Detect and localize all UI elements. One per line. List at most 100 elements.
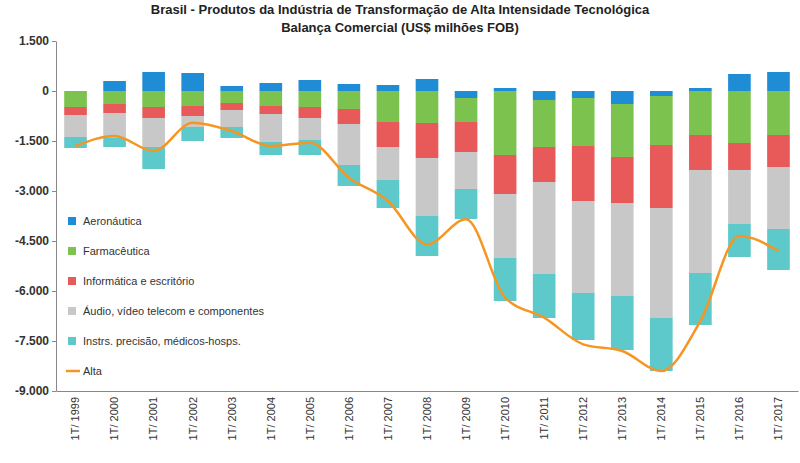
tick-label: -1.500 <box>15 134 49 148</box>
bar <box>689 88 712 91</box>
tick: -4.500 <box>15 234 56 248</box>
legend-swatch <box>68 247 76 255</box>
bar <box>611 203 634 296</box>
subtitle: Balança Comercial (US$ milhões FOB) <box>281 20 519 35</box>
bar <box>533 91 556 100</box>
bar <box>767 91 790 135</box>
tick-label: -7.500 <box>15 334 49 348</box>
bar <box>299 80 322 91</box>
bar <box>259 106 282 114</box>
tick-mark <box>52 91 56 92</box>
bar <box>338 124 361 165</box>
bar <box>455 152 478 189</box>
bar <box>299 91 322 107</box>
tick: -1.500 <box>15 134 56 148</box>
tick-label: 0 <box>42 84 49 98</box>
bar <box>728 91 751 143</box>
bar <box>689 170 712 273</box>
tick-label: -3.000 <box>15 184 49 198</box>
bar <box>767 229 790 270</box>
bar <box>181 106 204 116</box>
bar <box>572 146 595 201</box>
bar <box>689 91 712 135</box>
bar <box>494 91 517 155</box>
legend-item: Alta <box>66 365 103 377</box>
title: Brasil - Produtos da Indústria de Transf… <box>151 2 650 17</box>
bar <box>572 91 595 98</box>
tick-label: 1T/ 2001 <box>147 397 159 440</box>
legend-item: Farmacêutica <box>68 245 151 257</box>
legend-label: Farmacêutica <box>83 245 151 257</box>
bar <box>299 118 322 140</box>
legend-item: Instrs. precisão, médicos-hosps. <box>68 335 241 347</box>
bar <box>455 122 478 152</box>
bar <box>455 189 478 219</box>
tick-label: 1T/ 1999 <box>69 397 81 440</box>
tick-label: 1T/ 2014 <box>655 397 667 440</box>
bar <box>728 74 751 91</box>
bar <box>572 293 595 340</box>
tick: 1.500 <box>19 34 56 48</box>
tick-mark <box>52 41 56 42</box>
bar <box>142 118 165 147</box>
bar <box>650 208 673 318</box>
tick-label: 1T/ 2004 <box>265 397 277 440</box>
line <box>76 123 779 371</box>
legend: Aeronáutica Farmacêutica Informática e esc… <box>66 215 265 377</box>
tick: -6.000 <box>15 284 56 298</box>
bar <box>220 86 243 91</box>
tick: 1T/ 2011 <box>538 391 550 440</box>
bar <box>142 91 165 107</box>
legend-label: Informática e escritório <box>83 275 194 287</box>
legend-item: Aeronáutica <box>68 215 143 227</box>
bar <box>767 72 790 91</box>
bar <box>142 72 165 91</box>
bar <box>611 91 634 104</box>
tick: 1T/ 2007 <box>382 391 394 440</box>
tick: 1T/ 2001 <box>147 391 159 440</box>
bar <box>416 123 439 158</box>
tick: 1T/ 2015 <box>694 391 706 440</box>
bar <box>533 147 556 182</box>
bar <box>416 158 439 216</box>
bar <box>299 107 322 118</box>
legend-swatch <box>68 307 76 315</box>
bar <box>533 100 556 147</box>
tick-label: 1T/ 2000 <box>108 397 120 440</box>
tick: 1T/ 2002 <box>187 391 199 440</box>
bar <box>220 91 243 103</box>
tick: 1T/ 2005 <box>304 391 316 440</box>
bar <box>611 296 634 350</box>
bar <box>455 91 478 98</box>
tick-label: -4.500 <box>15 234 49 248</box>
bar <box>103 138 126 147</box>
bar <box>103 81 126 91</box>
tick-mark <box>52 341 56 342</box>
legend-item: Áudio, vídeo telecom e componentes <box>68 305 265 317</box>
bar <box>377 91 400 122</box>
legend-swatch <box>68 277 76 285</box>
bar <box>220 110 243 127</box>
bar <box>259 83 282 91</box>
tick: 1T/ 2004 <box>265 391 277 440</box>
tick: -3.000 <box>15 184 56 198</box>
tick-mark <box>52 241 56 242</box>
legend-label: Instrs. precisão, médicos-hosps. <box>83 335 241 347</box>
bar <box>494 88 517 91</box>
tick-label: -9.000 <box>15 384 49 398</box>
bar <box>103 104 126 113</box>
bar <box>767 135 790 167</box>
legend-label: Alta <box>83 365 103 377</box>
bar <box>64 91 87 107</box>
tick-label: 1T/ 2003 <box>226 397 238 440</box>
bar <box>494 155 517 194</box>
tick: 1T/ 2014 <box>655 391 667 440</box>
axis-line <box>56 42 57 392</box>
bar <box>416 79 439 91</box>
tick-label: 1T/ 2016 <box>733 397 745 440</box>
bar <box>650 91 673 96</box>
bar-series <box>64 127 790 371</box>
bar <box>728 170 751 224</box>
bar <box>103 113 126 138</box>
legend-item: Informática e escritório <box>68 275 194 287</box>
